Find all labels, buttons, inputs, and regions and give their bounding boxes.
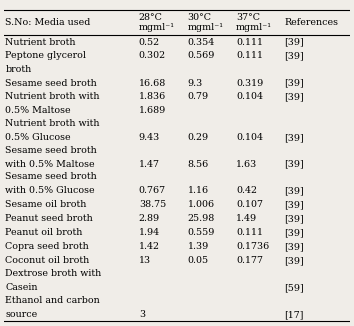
Text: source: source <box>5 310 38 319</box>
Text: 0.177: 0.177 <box>236 256 263 265</box>
Text: 8.56: 8.56 <box>187 160 209 169</box>
Text: References: References <box>285 18 338 27</box>
Text: [39]: [39] <box>285 228 304 237</box>
Text: Sesame seed broth: Sesame seed broth <box>5 146 97 155</box>
Text: [39]: [39] <box>285 242 304 251</box>
Text: [39]: [39] <box>285 186 304 195</box>
Text: [39]: [39] <box>285 38 304 47</box>
Text: 1.63: 1.63 <box>236 160 257 169</box>
Text: [39]: [39] <box>285 51 304 60</box>
Text: Sesame seed broth: Sesame seed broth <box>5 79 97 88</box>
Text: 1.49: 1.49 <box>236 214 257 223</box>
Text: 3: 3 <box>139 310 145 319</box>
Text: Dextrose broth with: Dextrose broth with <box>5 269 102 278</box>
Text: Sesame oil broth: Sesame oil broth <box>5 200 87 209</box>
Text: [39]: [39] <box>285 79 304 88</box>
Text: 0.111: 0.111 <box>236 51 263 60</box>
Text: 37°C
mgml⁻¹: 37°C mgml⁻¹ <box>236 13 272 32</box>
Text: 0.29: 0.29 <box>187 133 209 142</box>
Text: 13: 13 <box>139 256 151 265</box>
Text: Nutrient broth with: Nutrient broth with <box>5 119 100 128</box>
Text: [39]: [39] <box>285 214 304 223</box>
Text: 38.75: 38.75 <box>139 200 166 209</box>
Text: 0.354: 0.354 <box>187 38 215 47</box>
Text: 28°C
mgml⁻¹: 28°C mgml⁻¹ <box>139 13 175 32</box>
Text: [39]: [39] <box>285 200 304 209</box>
Text: Casein: Casein <box>5 284 38 292</box>
Text: 1.16: 1.16 <box>187 186 209 195</box>
Text: 1.836: 1.836 <box>139 92 166 101</box>
Text: Nutrient broth: Nutrient broth <box>5 38 76 47</box>
Text: [39]: [39] <box>285 160 304 169</box>
Text: 0.5% Maltose: 0.5% Maltose <box>5 106 71 115</box>
Text: Ethanol and carbon: Ethanol and carbon <box>5 296 100 305</box>
Text: 0.111: 0.111 <box>236 38 263 47</box>
Text: Sesame seed broth: Sesame seed broth <box>5 172 97 181</box>
Text: 1.42: 1.42 <box>139 242 160 251</box>
Text: 30°C
mgml⁻¹: 30°C mgml⁻¹ <box>187 13 223 32</box>
Text: Nutrient broth with: Nutrient broth with <box>5 92 100 101</box>
Text: 1.94: 1.94 <box>139 228 160 237</box>
Text: 0.104: 0.104 <box>236 133 263 142</box>
Text: 0.104: 0.104 <box>236 92 263 101</box>
Text: 9.43: 9.43 <box>139 133 160 142</box>
Text: 25.98: 25.98 <box>187 214 215 223</box>
Text: Peptone glycerol: Peptone glycerol <box>5 51 86 60</box>
Text: [39]: [39] <box>285 92 304 101</box>
Text: 9.3: 9.3 <box>187 79 202 88</box>
Text: 0.42: 0.42 <box>236 186 257 195</box>
Text: broth: broth <box>5 65 32 74</box>
Text: 0.111: 0.111 <box>236 228 263 237</box>
Text: 0.767: 0.767 <box>139 186 166 195</box>
Text: with 0.5% Maltose: with 0.5% Maltose <box>5 160 95 169</box>
Text: 0.319: 0.319 <box>236 79 263 88</box>
Text: 0.1736: 0.1736 <box>236 242 269 251</box>
Text: S.No: Media used: S.No: Media used <box>5 18 91 27</box>
Text: with 0.5% Glucose: with 0.5% Glucose <box>5 186 95 195</box>
Text: 1.39: 1.39 <box>187 242 209 251</box>
Text: 0.107: 0.107 <box>236 200 263 209</box>
Text: 0.79: 0.79 <box>187 92 209 101</box>
Text: 0.559: 0.559 <box>187 228 215 237</box>
Text: 0.5% Glucose: 0.5% Glucose <box>5 133 71 142</box>
Text: 0.52: 0.52 <box>139 38 160 47</box>
Text: [59]: [59] <box>285 284 304 292</box>
Text: 0.569: 0.569 <box>187 51 215 60</box>
Text: Peanut oil broth: Peanut oil broth <box>5 228 82 237</box>
Text: Copra seed broth: Copra seed broth <box>5 242 89 251</box>
Text: 0.302: 0.302 <box>139 51 166 60</box>
Text: 16.68: 16.68 <box>139 79 166 88</box>
Text: [17]: [17] <box>285 310 304 319</box>
Text: Peanut seed broth: Peanut seed broth <box>5 214 93 223</box>
Text: [39]: [39] <box>285 133 304 142</box>
Text: [39]: [39] <box>285 256 304 265</box>
Text: 2.89: 2.89 <box>139 214 160 223</box>
Text: 1.006: 1.006 <box>187 200 215 209</box>
Text: 1.47: 1.47 <box>139 160 160 169</box>
Text: 1.689: 1.689 <box>139 106 166 115</box>
Text: Coconut oil broth: Coconut oil broth <box>5 256 90 265</box>
Text: 0.05: 0.05 <box>187 256 209 265</box>
